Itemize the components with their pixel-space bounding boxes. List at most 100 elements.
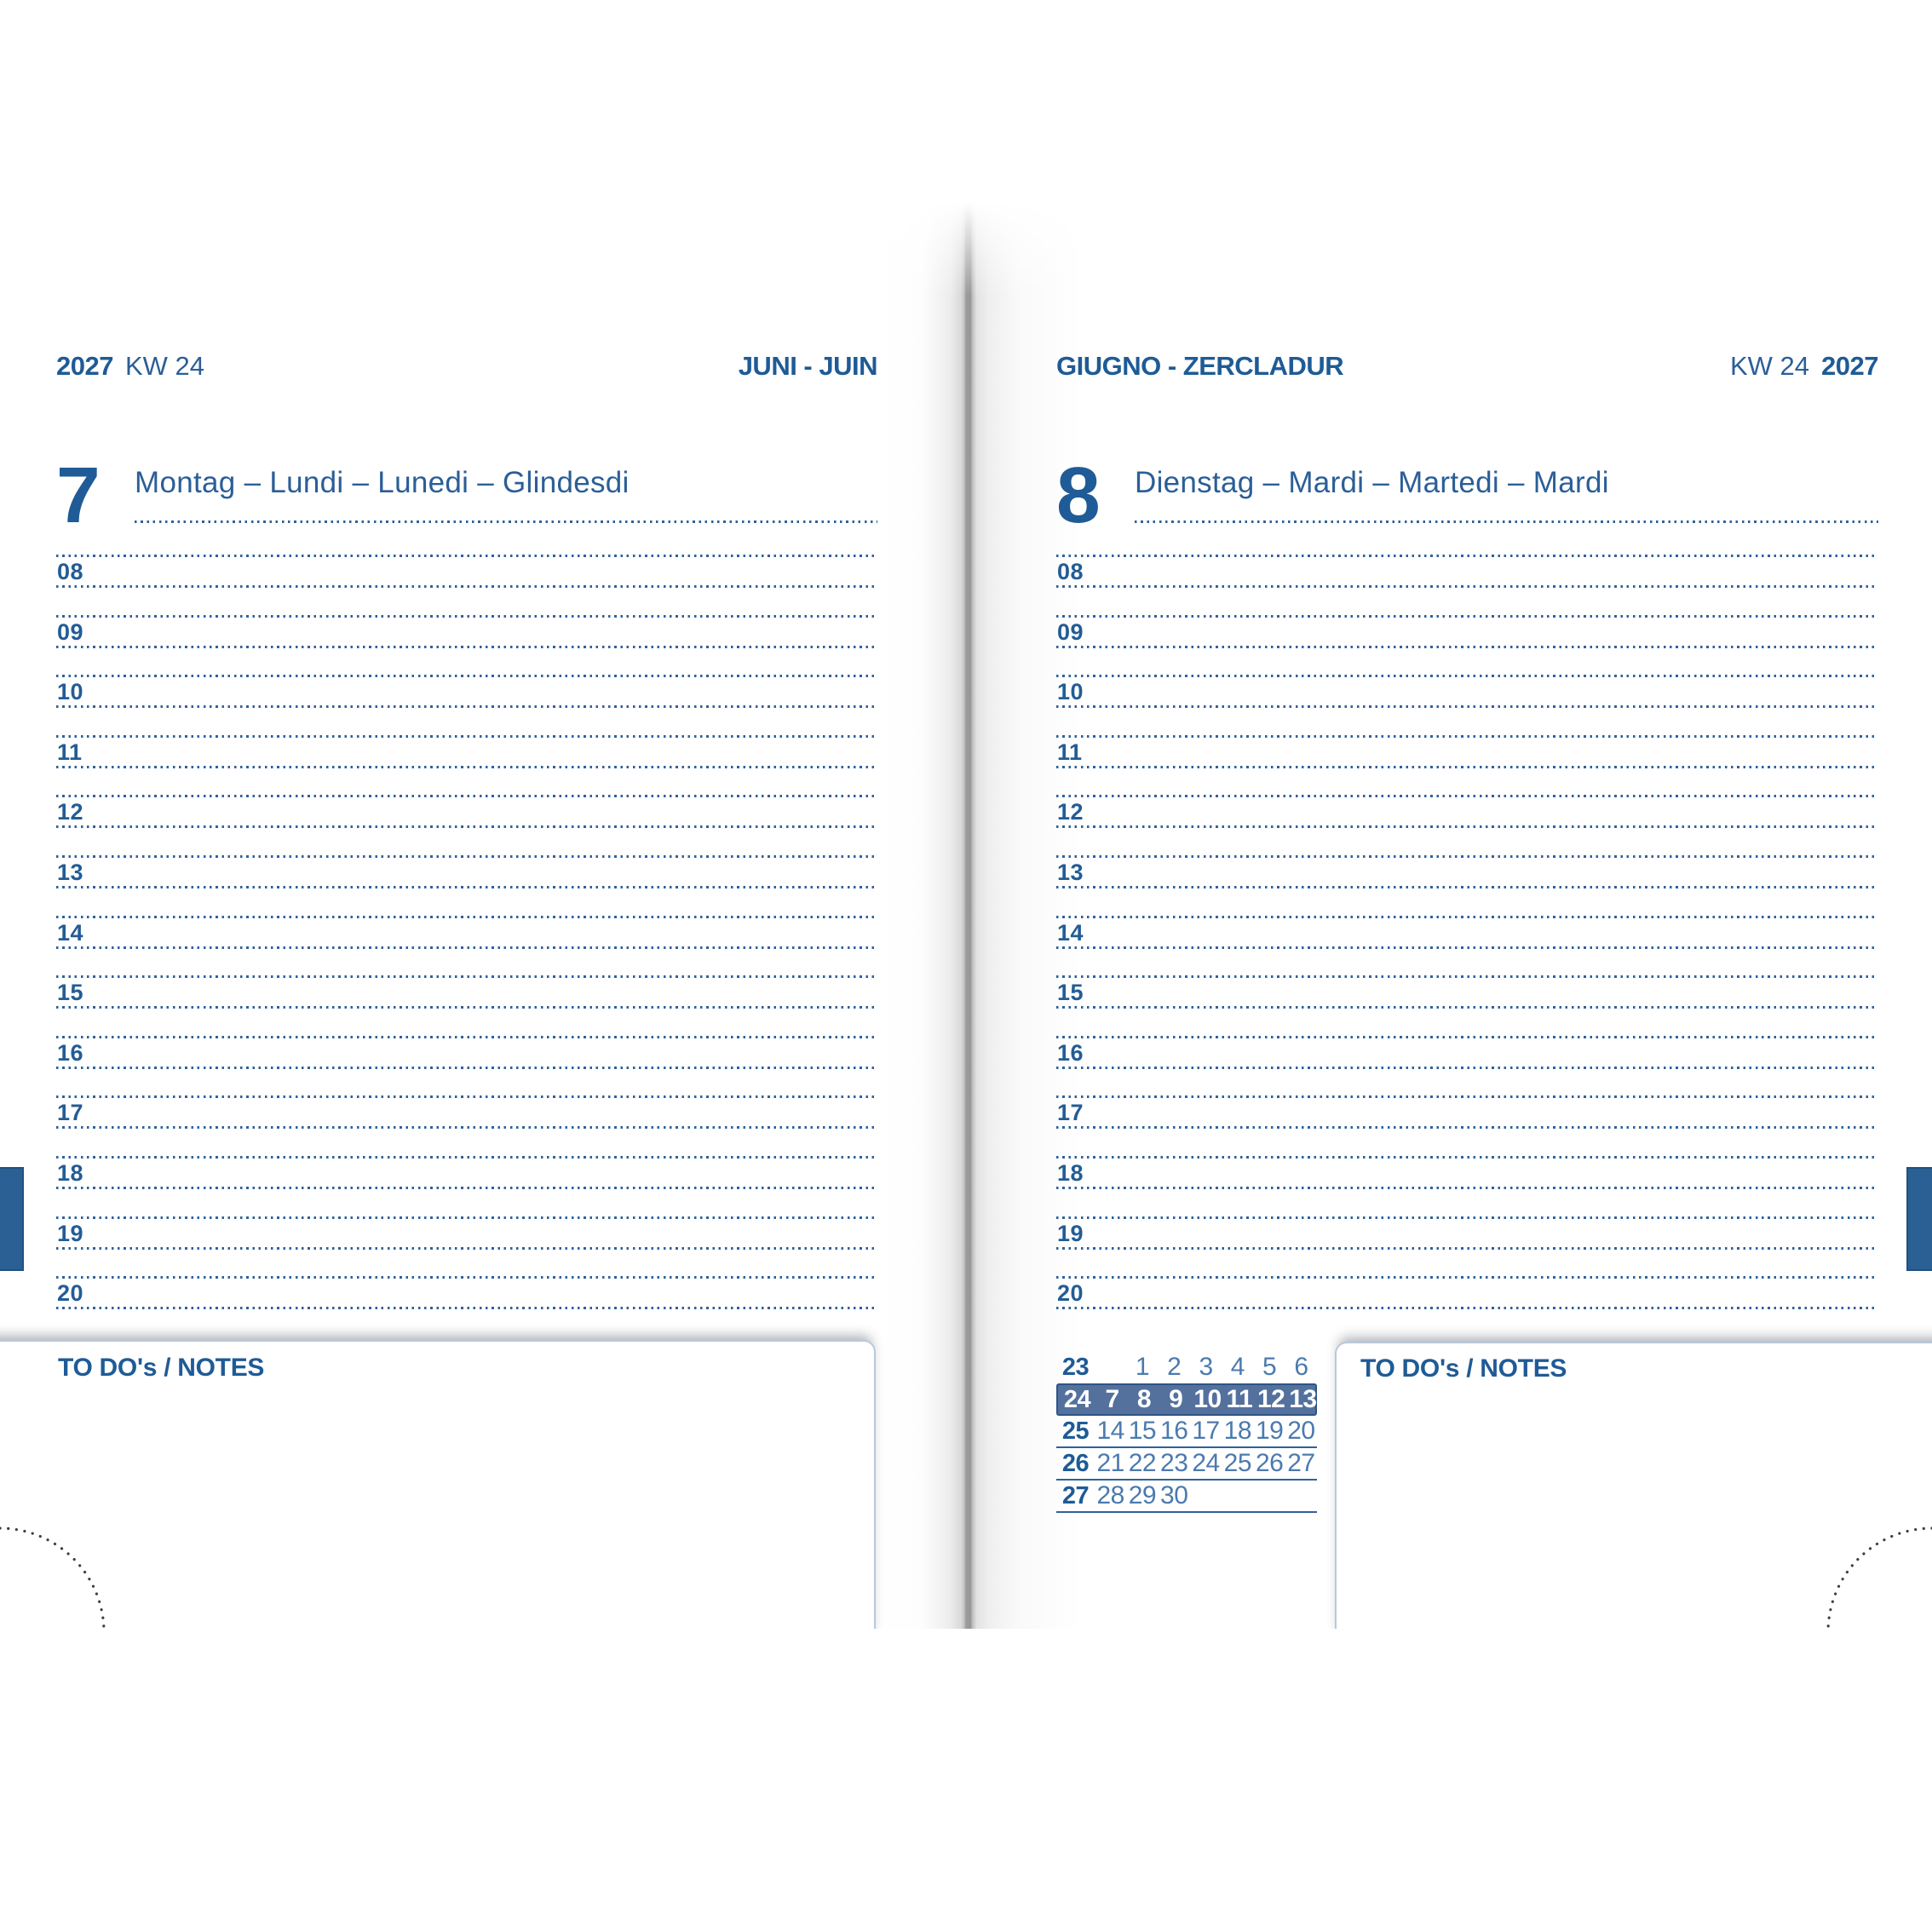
- day-cell: 14: [1096, 1417, 1124, 1445]
- hour-line: [1056, 735, 1878, 738]
- hour-row: 16: [56, 1036, 877, 1070]
- day-title-line: [1135, 520, 1878, 523]
- hour-label: 13: [57, 860, 84, 885]
- half-hour-line: [56, 1307, 877, 1309]
- calendar-week-row: 25 14 15 16 17 18 19 20: [1056, 1416, 1317, 1448]
- hour-row: 08: [56, 555, 877, 589]
- half-hour-line: [56, 1187, 877, 1189]
- day-cell: 9: [1169, 1385, 1183, 1413]
- hour-line: [1056, 1095, 1878, 1098]
- day-cell: 3: [1199, 1353, 1213, 1381]
- day-cell: 12: [1256, 1385, 1285, 1413]
- month-label: JUNI - JUIN: [738, 351, 878, 381]
- calendar-week-label: KW 24: [1730, 351, 1810, 381]
- half-hour-line: [56, 1126, 877, 1129]
- day-cell: 19: [1255, 1417, 1284, 1445]
- day-cell: 18: [1223, 1417, 1252, 1445]
- hour-label: 11: [1057, 739, 1083, 765]
- hour-row: 16: [1056, 1036, 1878, 1070]
- hour-line: [1056, 916, 1878, 918]
- hour-line: [56, 855, 877, 858]
- hour-label: 17: [1057, 1100, 1084, 1125]
- half-hour-line: [1056, 1006, 1878, 1009]
- hour-line: [1056, 855, 1878, 858]
- todo-notes-box: TO DO's / NOTES: [1335, 1342, 1932, 1629]
- hour-line: [1056, 675, 1878, 677]
- hour-row: 10: [1056, 675, 1878, 709]
- day-title-line: [135, 520, 877, 523]
- hour-row: 18: [1056, 1156, 1878, 1190]
- week-number: 26: [1061, 1449, 1090, 1477]
- day-cell: 25: [1223, 1449, 1252, 1477]
- day-cell: 6: [1294, 1353, 1308, 1381]
- hour-label: 12: [57, 799, 84, 825]
- hour-label: 13: [1057, 860, 1084, 885]
- calendar-week-label: KW 24: [124, 351, 204, 381]
- half-hour-line: [1056, 646, 1878, 648]
- month-label: GIUGNO - ZERCLADUR: [1056, 351, 1344, 381]
- hour-row: 18: [56, 1156, 877, 1190]
- hour-label: 16: [1057, 1040, 1084, 1066]
- todo-notes-label: TO DO's / NOTES: [1360, 1354, 1567, 1383]
- hour-row: 15: [56, 975, 877, 1009]
- year-label: 2027: [1821, 351, 1878, 381]
- half-hour-line: [1056, 1307, 1878, 1309]
- half-hour-line: [1056, 1067, 1878, 1069]
- day-cell: 28: [1096, 1481, 1124, 1509]
- hour-line: [56, 615, 877, 618]
- half-hour-line: [56, 766, 877, 768]
- hour-row: 10: [56, 675, 877, 709]
- day-cell: 30: [1160, 1481, 1188, 1509]
- half-hour-line: [1056, 705, 1878, 708]
- right-page: GIUGNO - ZERCLADUR KW 24 2027 8 Dienstag…: [973, 0, 1932, 1629]
- hour-row: 12: [56, 795, 877, 829]
- week-number: 23: [1061, 1353, 1090, 1381]
- hour-row: 17: [56, 1095, 877, 1130]
- week-number: 24: [1063, 1385, 1091, 1413]
- mini-calendar: 23 1 2 3 4 5 6 24 7 8 9 10 11 12 13 25 14 15 16 17 18 19 20 …: [1056, 1351, 1317, 1513]
- hour-line: [56, 555, 877, 557]
- diary-spread: 2027 KW 24 JUNI - JUIN 7 Montag – Lundi …: [0, 0, 1932, 1629]
- day-number: 7: [56, 451, 101, 539]
- half-hour-line: [1056, 946, 1878, 949]
- hour-row: 11: [1056, 735, 1878, 769]
- day-cell: 10: [1193, 1385, 1222, 1413]
- day-cell: 21: [1096, 1449, 1124, 1477]
- hour-label: 11: [57, 739, 83, 765]
- year-week-group: 2027 KW 24: [56, 351, 204, 382]
- day-cell: 24: [1192, 1449, 1220, 1477]
- hour-line: [1056, 975, 1878, 978]
- hour-line: [56, 975, 877, 978]
- hour-line: [56, 1095, 877, 1098]
- day-cell: 26: [1255, 1449, 1284, 1477]
- todo-notes-label: TO DO's / NOTES: [58, 1354, 265, 1382]
- hour-row: 09: [1056, 615, 1878, 649]
- left-page: 2027 KW 24 JUNI - JUIN 7 Montag – Lundi …: [0, 0, 969, 1629]
- hour-line: [1056, 1036, 1878, 1038]
- todo-notes-box: TO DO's / NOTES: [0, 1340, 876, 1629]
- half-hour-line: [1056, 1187, 1878, 1189]
- day-cell: 15: [1128, 1417, 1157, 1445]
- hour-row: 08: [1056, 555, 1878, 589]
- day-cell: 5: [1262, 1353, 1277, 1381]
- day-cell: 7: [1105, 1385, 1120, 1413]
- week-number: 27: [1061, 1481, 1090, 1509]
- edge-tab: [0, 1167, 24, 1271]
- hour-row: 13: [1056, 855, 1878, 889]
- hour-label: 16: [57, 1040, 84, 1066]
- hour-label: 14: [57, 920, 84, 946]
- hour-label: 19: [57, 1221, 84, 1246]
- hour-label: 15: [1057, 980, 1084, 1005]
- hour-line: [56, 795, 877, 797]
- day-cell: 8: [1136, 1385, 1152, 1413]
- hour-row: 19: [1056, 1216, 1878, 1251]
- hour-line: [56, 916, 877, 918]
- calendar-week-row: 27 28 29 30: [1056, 1481, 1317, 1513]
- hour-row: 17: [1056, 1095, 1878, 1130]
- hour-row: 19: [56, 1216, 877, 1251]
- calendar-week-row: 23 1 2 3 4 5 6: [1056, 1351, 1317, 1383]
- half-hour-line: [56, 585, 877, 588]
- hour-line: [56, 1036, 877, 1038]
- left-page-header: 2027 KW 24 JUNI - JUIN: [56, 351, 878, 382]
- day-cell: 1: [1135, 1353, 1150, 1381]
